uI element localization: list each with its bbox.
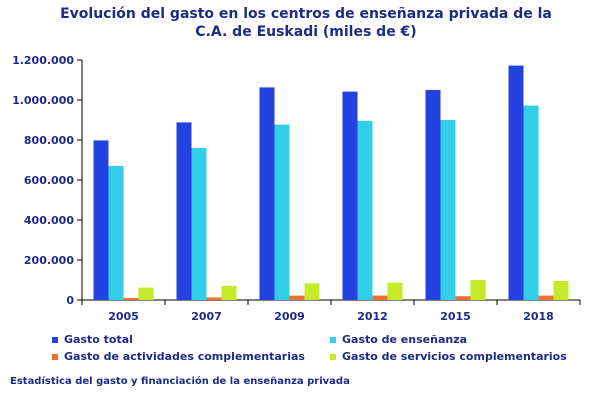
- bar-2012-series-3: [387, 282, 403, 300]
- y-tick-label: 800.000: [24, 134, 74, 147]
- y-tick-label: 1.000.000: [12, 94, 74, 107]
- bar-2005-series-3: [138, 287, 154, 300]
- y-tick-label: 1.200.000: [12, 54, 74, 67]
- bar-2015-series-2: [455, 296, 471, 300]
- bar-2015-series-0: [425, 90, 441, 300]
- legend-swatch-gasto-ensenanza: [330, 336, 336, 343]
- bar-2012-series-1: [357, 120, 373, 300]
- bar-2005-series-0: [93, 140, 109, 300]
- bar-2009-series-3: [304, 283, 320, 300]
- legend-item-gasto-total: Gasto total: [52, 333, 133, 346]
- x-tick-label: 2012: [357, 310, 388, 323]
- x-axis: 2005 2007 2009 2012 2015 2018: [81, 299, 581, 323]
- bar-2009-series-1: [274, 124, 290, 300]
- x-tick-label: 2005: [108, 310, 139, 323]
- x-tick-label: 2018: [523, 310, 554, 323]
- legend-swatch-servicios-complementarios: [330, 353, 336, 360]
- bar-2015-series-3: [470, 280, 486, 300]
- x-tick-label: 2015: [440, 310, 471, 323]
- bar-2007-series-2: [206, 297, 222, 300]
- legend-swatch-gasto-total: [52, 336, 58, 343]
- bar-2005-series-2: [123, 298, 139, 300]
- bar-2012-series-2: [372, 295, 388, 300]
- source-note: Estadística del gasto y financiación de …: [10, 376, 350, 387]
- bar-2018-series-2: [538, 295, 554, 300]
- chart-title-line-1: Evolución del gasto en los centros de en…: [60, 6, 552, 22]
- y-tick-label: 400.000: [24, 214, 74, 227]
- y-tick-label: 600.000: [24, 174, 74, 187]
- bars: [93, 65, 569, 301]
- chart-title-line-2: C.A. de Euskadi (miles de €): [195, 24, 417, 40]
- bar-2018-series-3: [553, 281, 569, 300]
- bar-2007-series-0: [176, 122, 192, 301]
- legend-item-servicios-complementarios: Gasto de servicios complementarios: [330, 350, 567, 363]
- y-tick-label: 200.000: [24, 254, 74, 267]
- legend-swatch-actividades-complementarias: [52, 353, 58, 360]
- y-axis: 0 200.000 400.000 600.000 800.000 1.000.000 1.…: [12, 54, 83, 307]
- bar-2015-series-1: [440, 120, 456, 300]
- legend-label: Gasto total: [64, 333, 133, 346]
- x-tick-label: 2007: [191, 310, 222, 323]
- bar-2018-series-1: [523, 105, 539, 300]
- bar-2012-series-0: [342, 91, 358, 300]
- legend-label: Gasto de enseñanza: [342, 333, 468, 346]
- x-tick-label: 2009: [274, 310, 305, 323]
- y-tick-label: 0: [66, 294, 74, 307]
- bar-2007-series-3: [221, 285, 237, 300]
- bar-2007-series-1: [191, 148, 207, 300]
- bar-2009-series-0: [259, 87, 275, 301]
- legend-label: Gasto de actividades complementarias: [64, 350, 305, 363]
- bar-2018-series-0: [508, 65, 524, 300]
- legend-item-gasto-ensenanza: Gasto de enseñanza: [330, 333, 467, 346]
- legend-label: Gasto de servicios complementarios: [342, 350, 567, 363]
- legend-item-actividades-complementarias: Gasto de actividades complementarias: [52, 350, 305, 363]
- bar-2009-series-2: [289, 295, 305, 300]
- bar-2005-series-1: [108, 166, 124, 300]
